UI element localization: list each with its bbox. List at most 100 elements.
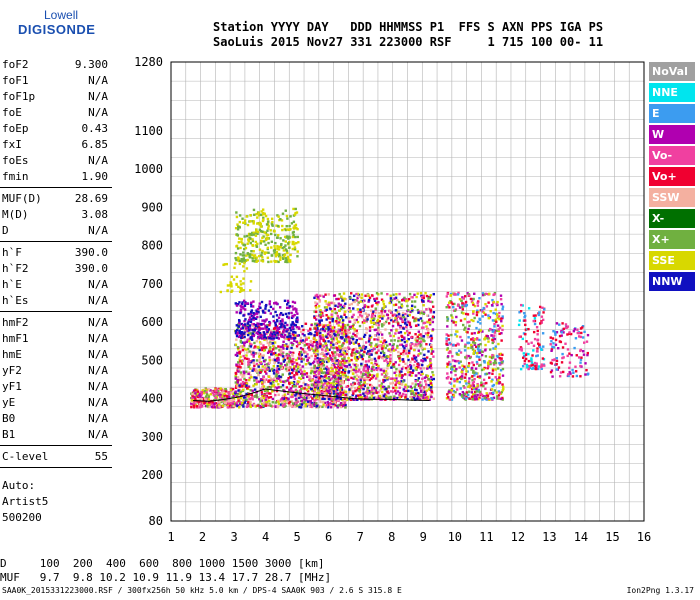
echo-point — [400, 367, 404, 370]
echo-point — [290, 353, 294, 356]
echo-point — [258, 359, 261, 362]
echo-point — [331, 310, 334, 313]
echo-point — [362, 383, 365, 387]
echo-point — [327, 303, 330, 307]
echo-point — [520, 349, 523, 352]
echo-point — [206, 404, 209, 408]
echo-point — [288, 235, 291, 238]
echo-point — [423, 353, 426, 357]
echo-point — [253, 345, 257, 348]
echo-point — [484, 372, 487, 376]
echo-point — [427, 299, 430, 303]
echo-point — [351, 351, 354, 354]
echo-point — [427, 366, 431, 369]
echo-point — [327, 397, 331, 401]
echo-point — [296, 343, 300, 346]
echo-point — [266, 398, 269, 401]
echo-point — [337, 316, 340, 319]
echo-point — [259, 335, 263, 338]
echo-point — [193, 405, 196, 408]
echo-point — [211, 402, 214, 406]
echo-point — [407, 337, 410, 341]
echo-point — [341, 299, 344, 302]
echo-point — [429, 386, 433, 389]
echo-point — [273, 361, 276, 364]
echo-point — [417, 318, 420, 322]
echo-point — [352, 353, 356, 357]
echo-point — [345, 365, 348, 368]
echo-point — [311, 370, 314, 373]
echo-point — [343, 304, 346, 308]
echo-point — [327, 352, 330, 355]
echo-point — [561, 346, 565, 349]
echo-point — [270, 331, 273, 334]
echo-point — [252, 361, 255, 364]
echo-point — [316, 361, 320, 365]
echo-point — [579, 335, 582, 339]
echo-point — [234, 402, 237, 406]
echo-point — [461, 372, 464, 375]
echo-point — [380, 382, 384, 385]
echo-point — [424, 332, 428, 335]
echo-point — [277, 316, 281, 319]
echo-point — [302, 358, 306, 361]
echo-point — [569, 372, 572, 375]
echo-point — [304, 405, 307, 408]
echo-point — [236, 396, 240, 400]
echo-point — [264, 319, 267, 322]
echo-point — [489, 360, 492, 364]
echo-point — [330, 402, 333, 406]
echo-point — [315, 358, 319, 361]
echo-point — [264, 402, 268, 405]
echo-point — [323, 306, 327, 309]
echo-point — [265, 400, 268, 404]
echo-point — [251, 305, 255, 308]
echo-point — [330, 358, 334, 361]
echo-point — [331, 317, 335, 321]
echo-point — [430, 334, 433, 337]
echo-point — [401, 358, 404, 361]
echo-point — [345, 378, 348, 381]
echo-point — [339, 385, 343, 388]
echo-point — [327, 328, 331, 331]
echo-point — [249, 345, 253, 348]
echo-point — [239, 345, 243, 348]
echo-point — [364, 360, 368, 363]
echo-point — [255, 212, 258, 216]
echo-point — [286, 345, 289, 349]
echo-point — [286, 217, 289, 220]
echo-point — [406, 299, 409, 302]
echo-point — [275, 236, 279, 239]
echo-point — [229, 388, 233, 391]
echo-point — [257, 380, 261, 383]
echo-point — [298, 392, 302, 396]
echo-point — [316, 327, 319, 330]
echo-point — [580, 331, 583, 335]
echo-point — [452, 306, 455, 309]
echo-point — [298, 385, 301, 388]
echo-point — [583, 341, 586, 344]
echo-point — [537, 365, 541, 368]
echo-point — [551, 337, 555, 340]
echo-point — [496, 367, 500, 370]
echo-point — [321, 358, 324, 362]
echo-point — [537, 367, 540, 371]
echo-point — [337, 399, 340, 403]
echo-point — [462, 396, 465, 399]
echo-point — [467, 385, 470, 389]
echo-point — [293, 301, 297, 304]
echo-point — [341, 357, 344, 361]
echo-point — [468, 320, 471, 324]
echo-point — [358, 375, 362, 378]
echo-point — [309, 343, 312, 347]
echo-point — [316, 356, 319, 360]
echo-point — [336, 397, 339, 400]
echo-point — [326, 357, 329, 360]
echo-points — [190, 207, 590, 409]
echo-point — [475, 355, 479, 358]
echo-point — [352, 377, 355, 380]
echo-point — [299, 368, 302, 372]
echo-point — [255, 383, 258, 386]
echo-point — [431, 350, 435, 353]
echo-point — [330, 372, 333, 375]
